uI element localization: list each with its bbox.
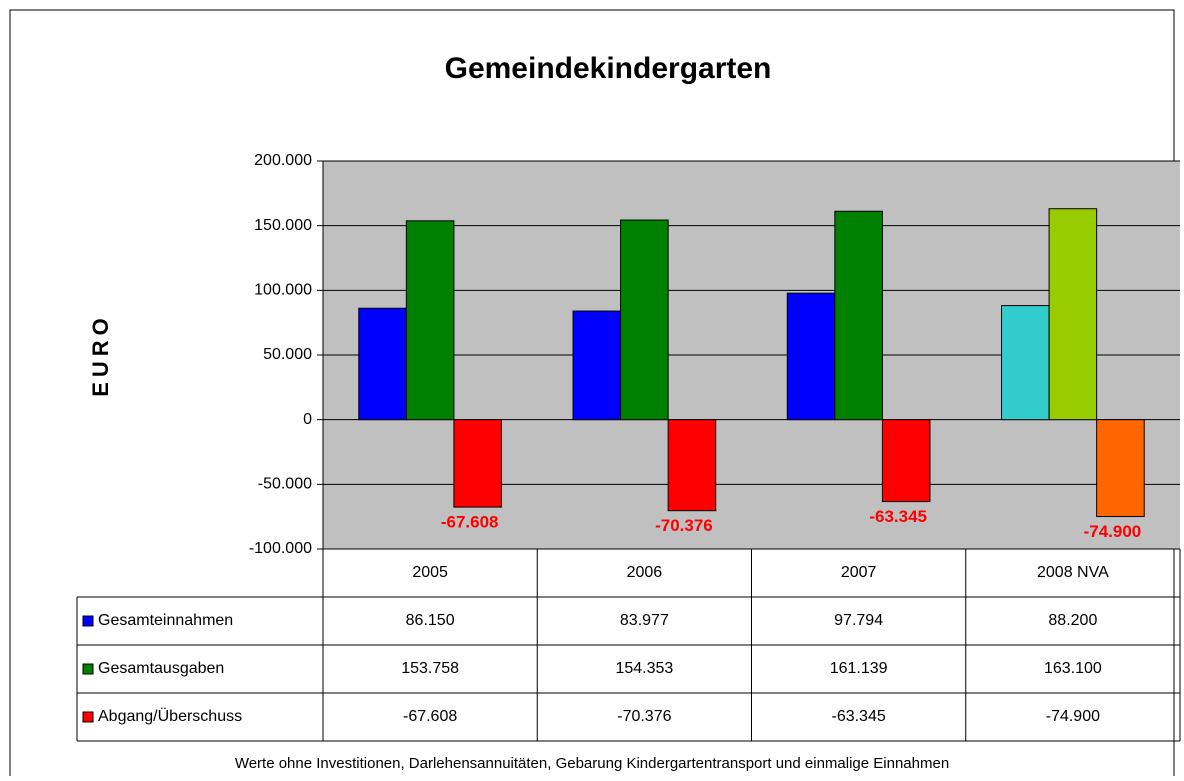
y-tick-label: 50.000 [263,346,312,363]
data-label: -63.345 [869,507,927,526]
y-tick-label: 0 [303,411,312,428]
bar [453,419,502,508]
y-tick-label: -50.000 [258,476,312,493]
table-cell: 154.353 [615,660,673,677]
x-tick-label: 2005 [412,564,448,581]
table-cell: 161.139 [830,660,888,677]
y-tick-label: 100.000 [254,282,312,299]
table-cell: 83.977 [620,612,669,629]
data-label: -70.376 [655,516,713,535]
bar [405,220,455,421]
table-cell: 88.200 [1048,612,1097,629]
y-axis-label: EURO [88,313,113,397]
legend-swatch [82,711,94,723]
footnote: Werte ohne Investitionen, Darlehensannui… [235,755,949,772]
bar [358,307,407,421]
bar [620,219,669,421]
bar [834,210,883,421]
table-cell: -67.608 [403,708,457,725]
legend-label: Abgang/Überschuss [98,707,242,725]
bar [1001,305,1050,421]
bar [1096,419,1145,518]
legend-swatch [82,615,94,627]
x-tick-label: 2007 [841,564,877,581]
table-cell: 163.100 [1044,660,1102,677]
bar [572,310,622,421]
x-tick-label: 2008 NVA [1037,564,1109,581]
table-cell: -70.376 [617,708,671,725]
legend-label: Gesamteinnahmen [98,612,233,629]
table-cell: -74.900 [1046,708,1100,725]
legend-label: Gesamtausgaben [98,660,224,677]
y-tick-label: 200.000 [254,152,312,169]
bar [1048,208,1098,421]
data-label: -74.900 [1084,522,1142,541]
bar [786,292,836,421]
y-tick-label: -100.000 [249,540,312,557]
table-cell: 97.794 [834,612,883,629]
bar [667,419,717,512]
data-label: -67.608 [441,513,499,532]
x-tick-label: 2006 [627,564,663,581]
table-cell: 86.150 [406,612,455,629]
table-cell: 153.758 [401,660,459,677]
y-tick-label: 150.000 [254,217,312,234]
table-cell: -63.345 [831,708,885,725]
legend-swatch [82,663,94,675]
bar [881,419,931,503]
chart-title: Gemeindekindergarten [445,52,772,85]
